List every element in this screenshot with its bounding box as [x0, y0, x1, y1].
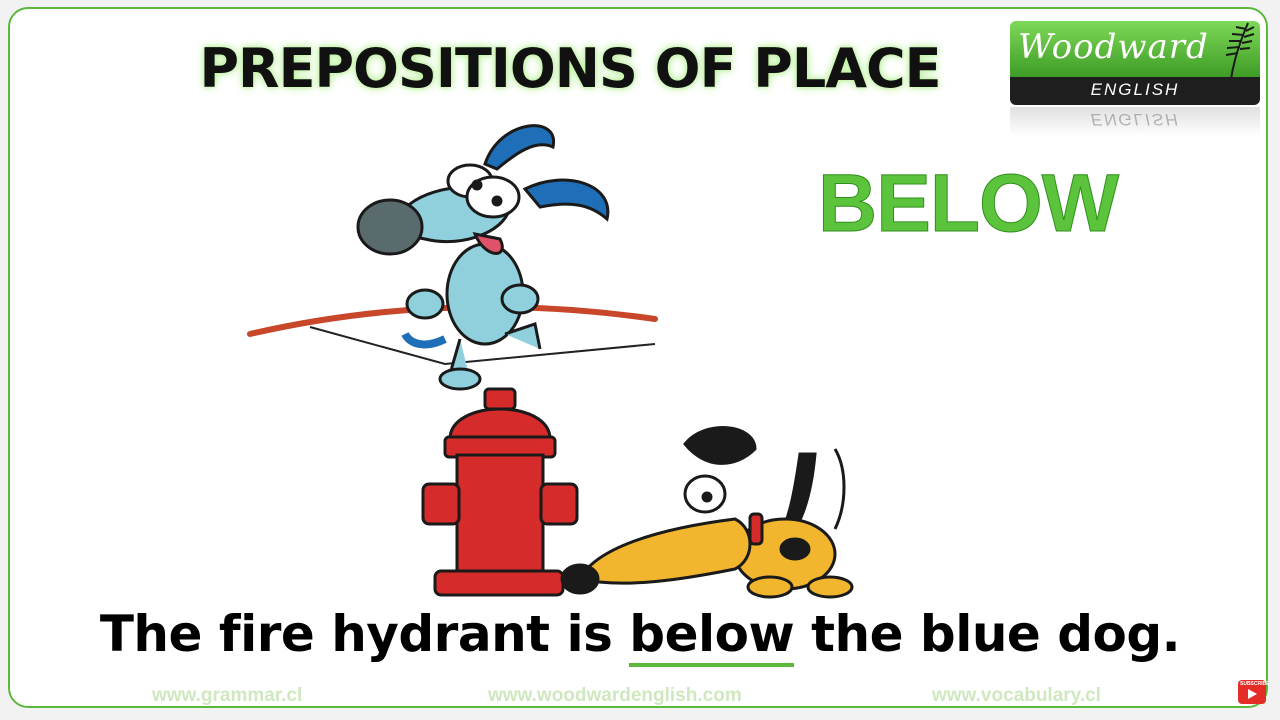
woodward-logo: Woodward ENGLISH ENGLISH	[1010, 21, 1260, 137]
sentence-before: The fire hydrant is	[99, 605, 630, 663]
fire-hydrant	[421, 387, 579, 597]
logo-reflection: ENGLISH	[1010, 107, 1260, 137]
footer-link-woodward[interactable]: www.woodwardenglish.com	[488, 685, 742, 706]
yellow-dog	[560, 426, 854, 599]
subscribe-button[interactable]: SUBSCRIBE	[1238, 680, 1270, 704]
example-sentence: The fire hydrant is below the blue dog.	[10, 605, 1266, 667]
youtube-icon	[1248, 689, 1257, 699]
logo-reflection-text: ENGLISH	[1090, 110, 1180, 129]
slide-frame: PREPOSITIONS OF PLACE Woodward ENGLISH E…	[8, 7, 1268, 708]
sentence-keyword: below	[629, 605, 795, 667]
logo-top-band: Woodward	[1010, 21, 1260, 105]
logo-subtitle: ENGLISH	[1090, 80, 1180, 99]
footer-link-grammar[interactable]: www.grammar.cl	[152, 685, 303, 706]
logo-bottom-band: ENGLISH	[1010, 77, 1260, 105]
footer-link-vocabulary[interactable]: www.vocabulary.cl	[932, 685, 1101, 706]
illustration	[247, 124, 854, 599]
logo-name: Woodward	[1018, 27, 1209, 67]
blue-dog	[356, 124, 610, 391]
subscribe-label: SUBSCRIBE	[1240, 681, 1270, 687]
keyword-heading: BELOW	[817, 158, 1119, 250]
sentence-after: the blue dog.	[794, 605, 1181, 663]
page-title: PREPOSITIONS OF PLACE	[199, 37, 941, 100]
